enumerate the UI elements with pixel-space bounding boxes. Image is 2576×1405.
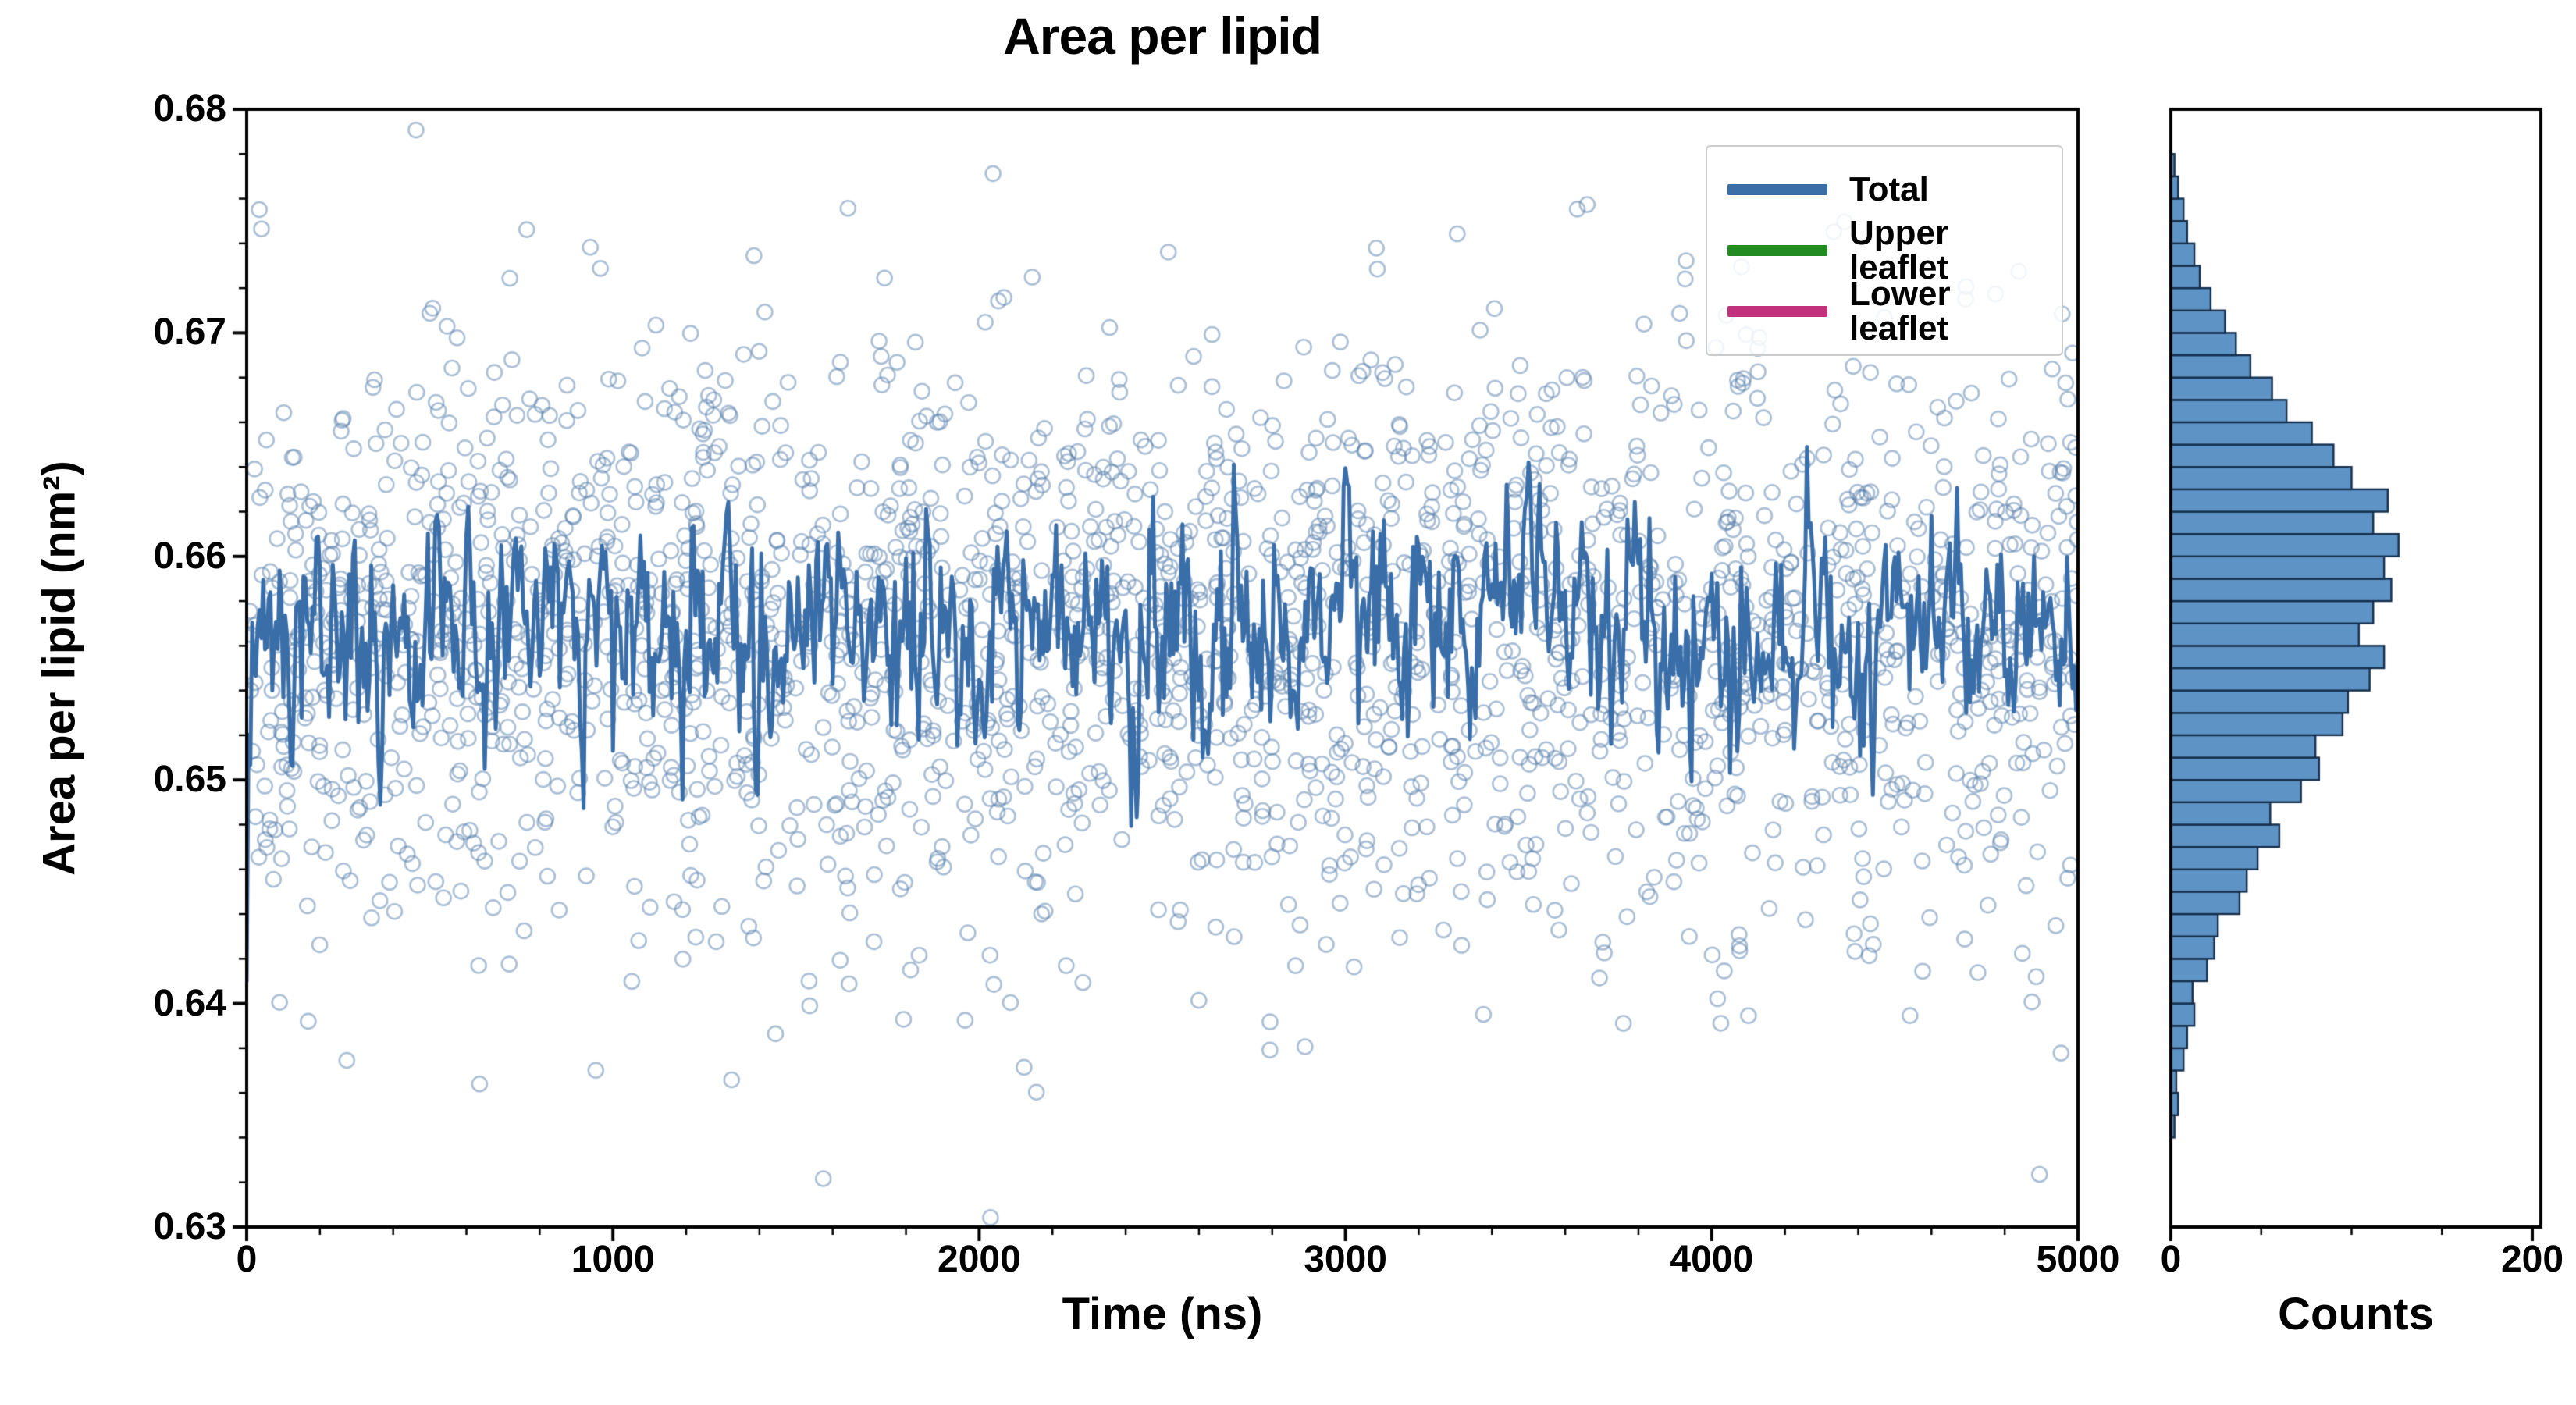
y-tick-label: 0.67: [153, 311, 226, 354]
legend-item-upper-leaflet: Upper leaflet: [1727, 216, 2041, 285]
y-tick-label: 0.64: [153, 982, 226, 1024]
x-axis-label: Time (ns): [1062, 1289, 1263, 1339]
x-tick-label: 5000: [2036, 1239, 2120, 1280]
x-tick-label: 0: [236, 1239, 258, 1280]
legend-item-lower-leaflet: Lower leaflet: [1727, 277, 2041, 346]
legend-swatch-total-line: [1727, 184, 1827, 195]
hist-x-axis-label: Counts: [2278, 1289, 2434, 1339]
x-tick-label: 3000: [1304, 1239, 1387, 1280]
y-tick-label: 0.63: [153, 1206, 226, 1247]
legend-item-total: Total: [1727, 159, 2041, 220]
y-axis-label: Area per lipid (nm²): [34, 461, 85, 876]
x-tick-label: 4000: [1670, 1239, 1754, 1280]
hist-x-tick-label: 0: [2160, 1239, 2182, 1280]
legend: Total Upper leaflet Lower leaflet: [1706, 145, 2063, 356]
legend-label-total: Total: [1849, 170, 1929, 208]
legend-swatch-lower-leaflet-line: [1727, 306, 1827, 317]
x-tick-label: 2000: [938, 1239, 1021, 1280]
legend-swatch-upper-leaflet-line: [1727, 245, 1827, 256]
y-tick-label: 0.66: [153, 535, 226, 577]
y-tick-label: 0.65: [153, 759, 226, 801]
y-tick-label: 0.68: [153, 88, 226, 130]
chart-title: Area per lipid: [1003, 7, 1322, 65]
legend-label-upper-leaflet: Upper leaflet: [1849, 214, 1949, 286]
legend-label-lower-leaflet: Lower leaflet: [1849, 275, 1951, 347]
x-tick-label: 1000: [571, 1239, 655, 1280]
hist-x-tick-label: 200: [2500, 1239, 2564, 1280]
